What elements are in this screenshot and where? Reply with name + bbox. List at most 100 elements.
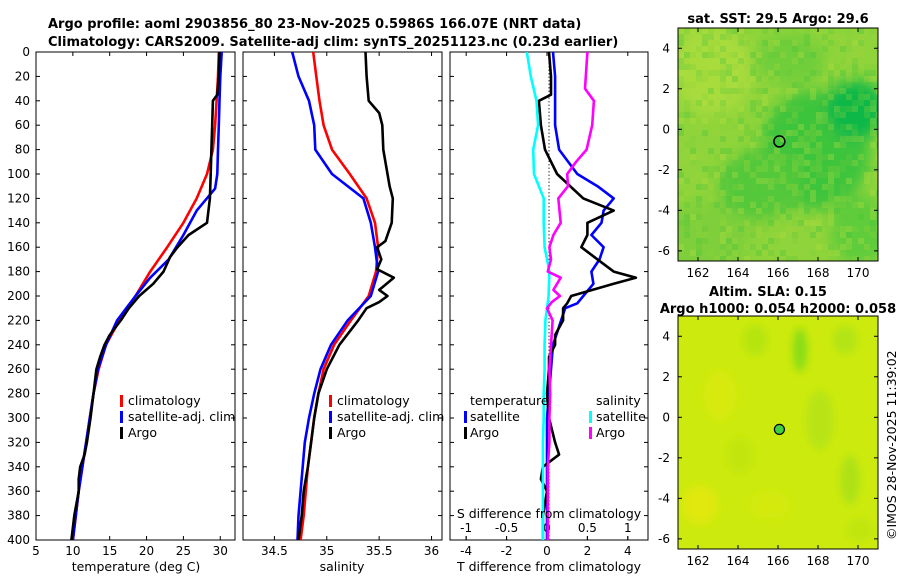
legend-label-satellite: satellite-adj. clim [337, 409, 444, 424]
series-line-temperature-satellite [545, 52, 616, 540]
difference-xlabel: T difference from climatology [456, 559, 642, 574]
figure-title-line2: Climatology: CARS2009. Satellite-adj cli… [48, 35, 618, 50]
legend-label-climatology: climatology [337, 393, 410, 408]
legend-swatch-sal-satellite [589, 411, 592, 423]
top-x-tick-label: -1 [460, 521, 472, 535]
top-x-tick-label: -0.5 [495, 521, 518, 535]
salinity-xlabel: salinity [320, 559, 365, 574]
sst-map-title: sat. SST: 29.5 Argo: 29.6 [687, 12, 868, 27]
map-y-tick-label: 2 [662, 82, 670, 96]
map-x-tick-label: 168 [807, 266, 830, 280]
argo-position-marker [773, 135, 786, 148]
y-tick-label: 180 [7, 265, 30, 279]
y-tick-label: 240 [7, 338, 30, 352]
map-x-tick-label: 164 [727, 266, 750, 280]
map-x-tick-label: 162 [687, 266, 710, 280]
salinity-panel: 34.5 35 35.5 36 salinity climatology satell… [242, 51, 444, 574]
timestamp-stamp: ©IMOS 28-Nov-2025 11:39:02 [884, 350, 899, 540]
x-tick-label: -2 [501, 544, 513, 558]
y-tick-label: 320 [7, 435, 30, 449]
x-tick-label: 34.5 [261, 544, 288, 558]
legend-label-temp-argo: Argo [470, 425, 499, 440]
y-tick-label: 400 [7, 533, 30, 547]
y-tick-label: 100 [7, 167, 30, 181]
x-tick-label: 35.5 [366, 544, 393, 558]
difference-lines [525, 52, 638, 540]
map-y-tick-label: -6 [658, 532, 670, 546]
map-y-tick-label: 0 [662, 410, 670, 424]
series-line-temperature-argo [537, 52, 638, 540]
y-tick-label: 0 [22, 45, 30, 59]
y-tick-label: 140 [7, 216, 30, 230]
sla-map-ticks: 162 164 166 168 170 4 2 0 -2 -4 -6 [658, 316, 878, 568]
x-tick-label: 5 [32, 544, 40, 558]
legend-label-temp-satellite: satellite [470, 409, 520, 424]
sla-map-subtitle: Argo h1000: 0.054 h2000: 0.058 [660, 302, 896, 317]
x-tick-label: 30 [213, 544, 228, 558]
series-line-argo [297, 52, 396, 540]
legend-swatch-climatology [120, 395, 123, 407]
x-tick-label: 2 [584, 544, 592, 558]
legend-label-sal-satellite: satellite [596, 409, 646, 424]
series-line-salinity-argo [545, 52, 596, 540]
temperature-ticks: 0 20 40 60 80 100 120 140 160 180 200 220 240 260 280 3… [7, 45, 235, 558]
y-tick-label: 300 [7, 411, 30, 425]
x-tick-label: 15 [102, 544, 117, 558]
sst-map: 162 164 166 168 170 4 2 0 -2 -4 -6 [658, 27, 879, 280]
map-x-tick-label: 170 [847, 266, 870, 280]
map-x-tick-label: 168 [807, 554, 830, 568]
y-tick-label: 200 [7, 289, 30, 303]
map-x-tick-label: 170 [847, 554, 870, 568]
x-tick-label: 36 [424, 544, 439, 558]
sla-map-title: Altim. SLA: 0.15 [709, 285, 827, 300]
y-tick-label: 340 [7, 460, 30, 474]
y-tick-label: 360 [7, 484, 30, 498]
y-tick-label: 80 [15, 143, 30, 157]
legend-label-argo: Argo [128, 425, 157, 440]
legend-swatch-climatology [329, 395, 332, 407]
legend-head-salinity: salinity [596, 393, 641, 408]
map-x-tick-label: 164 [727, 554, 750, 568]
legend-swatch-temp-satellite [464, 411, 467, 423]
series-line-argo [70, 52, 221, 540]
y-tick-label: 40 [15, 94, 30, 108]
series-line-satellite-adj-clim [290, 52, 380, 540]
salinity-ticks: 34.5 35 35.5 36 [243, 51, 442, 558]
x-tick-label: 35 [319, 544, 334, 558]
legend-swatch-satellite [120, 411, 123, 423]
legend-label-satellite: satellite-adj. clim [128, 409, 235, 424]
y-tick-label: 120 [7, 191, 30, 205]
legend-swatch-temp-argo [464, 427, 467, 439]
temperature-panel: 0 20 40 60 80 100 120 140 160 180 200 220 240 260 280 3… [7, 45, 236, 574]
map-y-tick-label: -2 [658, 163, 670, 177]
y-tick-label: 380 [7, 509, 30, 523]
legend-swatch-satellite [329, 411, 332, 423]
x-tick-label: -4 [460, 544, 472, 558]
x-tick-label: 20 [139, 544, 154, 558]
difference-panel: -4 -2 0 2 4-1 -0.5 0 0.5 1 T difference from cli… [449, 51, 649, 574]
difference-legend: temperature satellite Argo salinity sate… [464, 393, 646, 440]
legend-label-sal-argo: Argo [596, 425, 625, 440]
map-y-tick-label: 4 [662, 41, 670, 55]
map-x-tick-label: 162 [687, 554, 710, 568]
map-y-tick-label: 4 [662, 329, 670, 343]
temperature-lines [70, 52, 223, 540]
salinity-axes-box [242, 51, 443, 541]
x-tick-label: 4 [624, 544, 632, 558]
top-x-tick-label: 1 [624, 521, 632, 535]
y-tick-label: 280 [7, 387, 30, 401]
map-y-tick-label: -4 [658, 491, 670, 505]
map-x-tick-label: 166 [767, 554, 790, 568]
y-tick-label: 60 [15, 118, 30, 132]
figure-title-line1: Argo profile: aoml 2903856_80 23-Nov-202… [48, 17, 581, 32]
argo-position-marker [773, 423, 786, 435]
legend-label-argo: Argo [337, 425, 366, 440]
salinity-lines [290, 52, 396, 540]
y-tick-label: 260 [7, 362, 30, 376]
top-x-tick-label: 0.5 [578, 521, 597, 535]
temperature-legend: climatology satellite-adj. clim Argo [120, 393, 235, 440]
y-tick-label: 160 [7, 240, 30, 254]
y-tick-label: 220 [7, 313, 30, 327]
difference-top-xlabel: S difference from climatology [457, 506, 642, 521]
legend-swatch-argo [120, 427, 123, 439]
